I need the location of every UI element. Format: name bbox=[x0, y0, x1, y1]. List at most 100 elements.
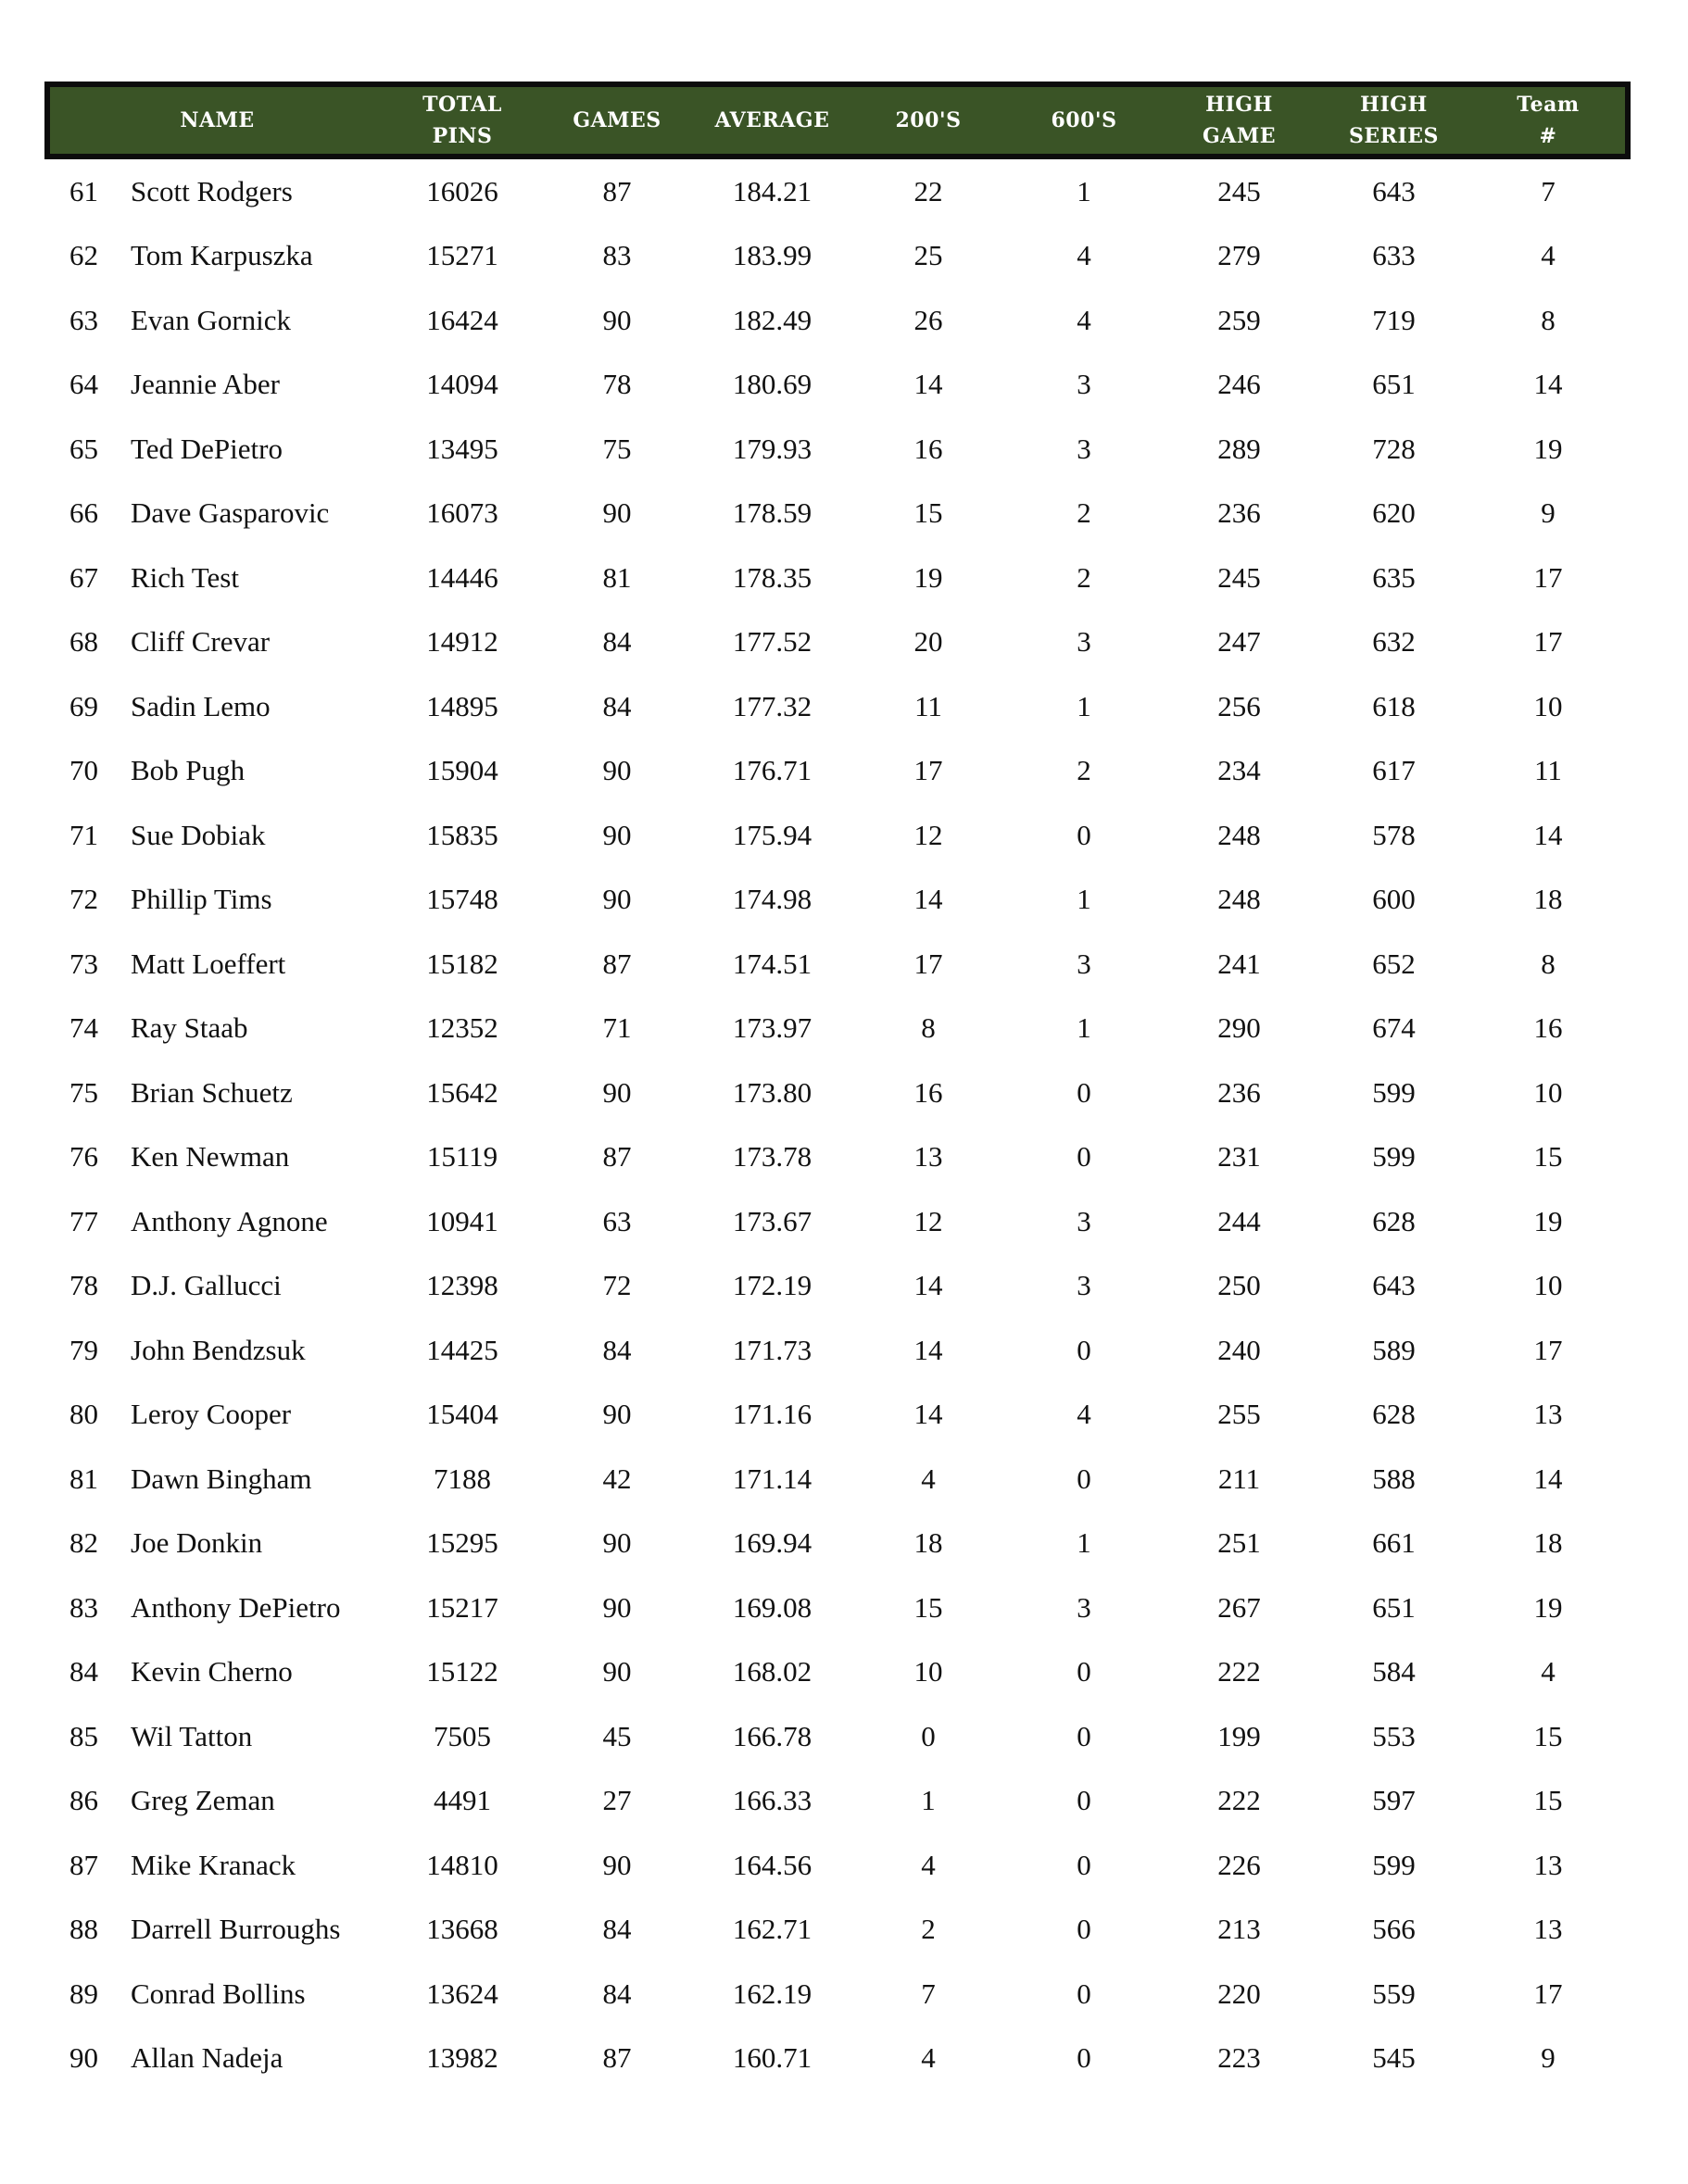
high-series-cell: 674 bbox=[1372, 1011, 1416, 1045]
table-row: 71 Sue Dobiak 15835 90 175.94 12 0 248 5… bbox=[50, 803, 1625, 868]
600s-cell: 0 bbox=[1077, 1977, 1091, 2010]
name-cell: Darrell Burroughs bbox=[131, 1913, 341, 1946]
games-cell: 84 bbox=[602, 1977, 632, 2010]
600s-cell: 3 bbox=[1077, 1204, 1091, 1237]
games-cell: 84 bbox=[602, 1333, 632, 1366]
high-series-cell: 566 bbox=[1372, 1913, 1416, 1946]
rank-cell: 77 bbox=[69, 1204, 98, 1237]
rank-cell: 84 bbox=[69, 1655, 98, 1688]
total-pins-cell: 14446 bbox=[426, 560, 498, 594]
high-series-cell: 719 bbox=[1372, 303, 1416, 336]
high-game-cell: 246 bbox=[1217, 368, 1261, 401]
high-series-cell: 597 bbox=[1372, 1784, 1416, 1817]
name-cell: Ted DePietro bbox=[131, 432, 283, 465]
200s-cell: 15 bbox=[913, 1590, 943, 1624]
600s-cell: 1 bbox=[1077, 689, 1091, 722]
200s-cell: 17 bbox=[913, 947, 943, 980]
column-header-high-game: HIGH GAME bbox=[1162, 87, 1316, 154]
average-cell: 174.51 bbox=[732, 947, 813, 980]
games-cell: 42 bbox=[602, 1462, 632, 1495]
high-series-cell: 728 bbox=[1372, 432, 1416, 465]
name-cell: Tom Karpuszka bbox=[131, 239, 313, 272]
200s-cell: 12 bbox=[913, 1204, 943, 1237]
total-pins-cell: 15271 bbox=[426, 239, 498, 272]
average-cell: 175.94 bbox=[732, 818, 813, 851]
rank-cell: 78 bbox=[69, 1269, 98, 1302]
600s-cell: 0 bbox=[1077, 2041, 1091, 2075]
column-header-600s: 600'S bbox=[1006, 87, 1162, 154]
200s-cell: 4 bbox=[921, 2041, 936, 2075]
team-number-cell: 19 bbox=[1533, 1204, 1563, 1237]
rank-cell: 67 bbox=[69, 560, 98, 594]
high-series-cell: 628 bbox=[1372, 1204, 1416, 1237]
rank-cell: 89 bbox=[69, 1977, 98, 2010]
name-cell: John Bendzsuk bbox=[131, 1333, 306, 1366]
rank-cell: 79 bbox=[69, 1333, 98, 1366]
table-row: 69 Sadin Lemo 14895 84 177.32 11 1 256 6… bbox=[50, 674, 1625, 739]
600s-cell: 0 bbox=[1077, 1075, 1091, 1109]
table-row: 89 Conrad Bollins 13624 84 162.19 7 0 22… bbox=[50, 1962, 1625, 2027]
200s-cell: 26 bbox=[913, 303, 943, 336]
table-row: 62 Tom Karpuszka 15271 83 183.99 25 4 27… bbox=[50, 224, 1625, 289]
rank-cell: 82 bbox=[69, 1526, 98, 1560]
total-pins-cell: 15119 bbox=[426, 1140, 498, 1174]
name-cell: Phillip Tims bbox=[131, 883, 272, 916]
name-cell: Dawn Bingham bbox=[131, 1462, 312, 1495]
high-game-cell: 248 bbox=[1217, 883, 1261, 916]
high-game-cell: 245 bbox=[1217, 174, 1261, 207]
rank-cell: 88 bbox=[69, 1913, 98, 1946]
table-row: 76 Ken Newman 15119 87 173.78 13 0 231 5… bbox=[50, 1125, 1625, 1190]
high-game-cell: 199 bbox=[1217, 1719, 1261, 1752]
200s-cell: 14 bbox=[913, 1398, 943, 1431]
high-series-cell: 559 bbox=[1372, 1977, 1416, 2010]
name-cell: Jeannie Aber bbox=[131, 368, 280, 401]
rank-cell: 74 bbox=[69, 1011, 98, 1045]
games-cell: 90 bbox=[602, 496, 632, 530]
team-number-cell: 10 bbox=[1533, 1269, 1563, 1302]
rank-cell: 76 bbox=[69, 1140, 98, 1174]
high-series-cell: 588 bbox=[1372, 1462, 1416, 1495]
high-game-cell: 259 bbox=[1217, 303, 1261, 336]
total-pins-cell: 13624 bbox=[426, 1977, 498, 2010]
total-pins-cell: 13495 bbox=[426, 432, 498, 465]
name-cell: Cliff Crevar bbox=[131, 625, 271, 659]
header-label: 600'S bbox=[1051, 108, 1117, 132]
rank-cell: 71 bbox=[69, 818, 98, 851]
team-number-cell: 7 bbox=[1541, 174, 1556, 207]
high-game-cell: 289 bbox=[1217, 432, 1261, 465]
games-cell: 90 bbox=[602, 1655, 632, 1688]
high-series-cell: 600 bbox=[1372, 883, 1416, 916]
600s-cell: 0 bbox=[1077, 1848, 1091, 1881]
games-cell: 90 bbox=[602, 818, 632, 851]
600s-cell: 2 bbox=[1077, 754, 1091, 787]
team-number-cell: 10 bbox=[1533, 1075, 1563, 1109]
high-series-cell: 599 bbox=[1372, 1075, 1416, 1109]
200s-cell: 14 bbox=[913, 1333, 943, 1366]
table-row: 65 Ted DePietro 13495 75 179.93 16 3 289… bbox=[50, 417, 1625, 482]
average-cell: 169.08 bbox=[732, 1590, 813, 1624]
600s-cell: 1 bbox=[1077, 174, 1091, 207]
games-cell: 81 bbox=[602, 560, 632, 594]
team-number-cell: 17 bbox=[1533, 1333, 1563, 1366]
high-series-cell: 553 bbox=[1372, 1719, 1416, 1752]
high-series-cell: 661 bbox=[1372, 1526, 1416, 1560]
total-pins-cell: 15904 bbox=[426, 754, 498, 787]
total-pins-cell: 15295 bbox=[426, 1526, 498, 1560]
rank-cell: 75 bbox=[69, 1075, 98, 1109]
header-label: AVERAGE bbox=[714, 108, 830, 132]
table-row: 88 Darrell Burroughs 13668 84 162.71 2 0… bbox=[50, 1898, 1625, 1963]
table-row: 75 Brian Schuetz 15642 90 173.80 16 0 23… bbox=[50, 1061, 1625, 1125]
name-cell: Sadin Lemo bbox=[131, 689, 271, 722]
total-pins-cell: 15835 bbox=[426, 818, 498, 851]
rank-cell: 62 bbox=[69, 239, 98, 272]
team-number-cell: 8 bbox=[1541, 947, 1556, 980]
table-row: 66 Dave Gasparovic 16073 90 178.59 15 2 … bbox=[50, 482, 1625, 546]
average-cell: 171.14 bbox=[732, 1462, 813, 1495]
high-game-cell: 244 bbox=[1217, 1204, 1261, 1237]
games-cell: 83 bbox=[602, 239, 632, 272]
rank-cell: 86 bbox=[69, 1784, 98, 1817]
team-number-cell: 9 bbox=[1541, 2041, 1556, 2075]
high-series-cell: 584 bbox=[1372, 1655, 1416, 1688]
200s-cell: 16 bbox=[913, 432, 943, 465]
